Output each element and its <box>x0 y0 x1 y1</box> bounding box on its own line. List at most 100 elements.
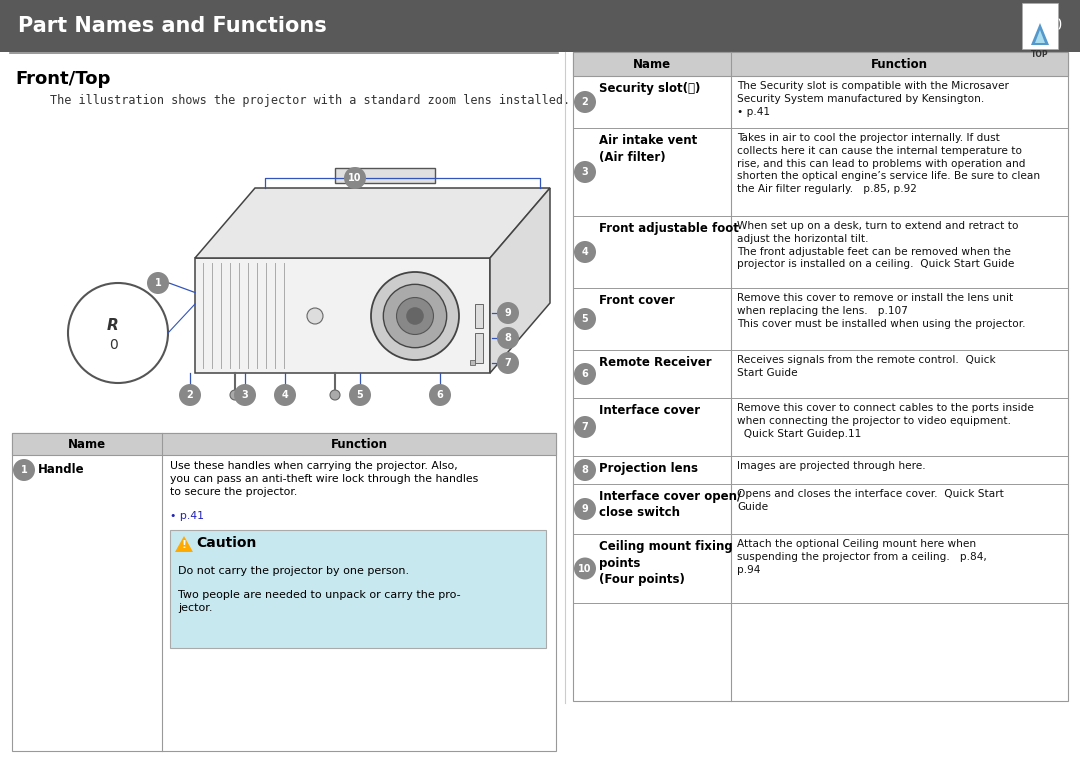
Circle shape <box>573 498 596 520</box>
Text: Two people are needed to unpack or carry the pro-
jector.: Two people are needed to unpack or carry… <box>178 590 461 613</box>
Circle shape <box>573 308 596 330</box>
Text: Images are projected through here.: Images are projected through here. <box>737 461 926 471</box>
Circle shape <box>497 327 519 349</box>
Text: Projection lens: Projection lens <box>599 462 698 475</box>
Text: Takes in air to cool the projector internally. If dust
collects here it can caus: Takes in air to cool the projector inter… <box>737 133 1040 195</box>
Circle shape <box>497 302 519 324</box>
Text: Remove this cover to connect cables to the ports inside
when connecting the proj: Remove this cover to connect cables to t… <box>737 403 1034 439</box>
Text: Function: Function <box>870 57 928 70</box>
Text: 2: 2 <box>187 390 193 400</box>
Polygon shape <box>1031 23 1049 45</box>
Polygon shape <box>490 188 550 373</box>
Circle shape <box>274 384 296 406</box>
Circle shape <box>13 459 35 481</box>
Bar <box>470 360 475 365</box>
Text: Do not carry the projector by one person.: Do not carry the projector by one person… <box>178 566 409 576</box>
Text: Security slot(Ⓢ): Security slot(Ⓢ) <box>599 82 700 95</box>
Text: Name: Name <box>633 57 671 70</box>
Text: 1: 1 <box>154 278 161 288</box>
Text: Interface cover: Interface cover <box>599 404 700 417</box>
Circle shape <box>349 384 372 406</box>
Circle shape <box>573 91 596 113</box>
Circle shape <box>406 307 423 325</box>
Text: 3: 3 <box>582 167 589 177</box>
Text: 8: 8 <box>504 333 512 343</box>
Text: Name: Name <box>68 437 106 450</box>
Bar <box>12 433 556 455</box>
Circle shape <box>330 390 340 400</box>
Circle shape <box>179 384 201 406</box>
Text: 10: 10 <box>348 173 362 183</box>
Text: 9: 9 <box>504 308 511 318</box>
Circle shape <box>372 272 459 360</box>
Text: The Security slot is compatible with the Microsaver
Security System manufactured: The Security slot is compatible with the… <box>737 81 1009 117</box>
Bar <box>335 168 435 183</box>
Text: Attach the optional Ceiling mount here when
suspending the projector from a ceil: Attach the optional Ceiling mount here w… <box>737 539 987 575</box>
Text: Receives signals from the remote control.  Quick
Start Guide: Receives signals from the remote control… <box>737 355 996 378</box>
Circle shape <box>383 285 447 348</box>
Text: • p.41: • p.41 <box>170 511 204 521</box>
Circle shape <box>396 298 433 334</box>
Circle shape <box>234 384 256 406</box>
Polygon shape <box>1035 30 1045 43</box>
Circle shape <box>147 272 168 294</box>
Circle shape <box>429 384 451 406</box>
Circle shape <box>573 558 596 580</box>
Text: 7: 7 <box>582 422 589 432</box>
Text: Front cover: Front cover <box>599 294 675 307</box>
Bar <box>475 304 483 328</box>
Text: 5: 5 <box>356 390 363 400</box>
Text: 9: 9 <box>582 504 589 514</box>
Circle shape <box>307 308 323 324</box>
Text: Opens and closes the interface cover.  Quick Start
Guide: Opens and closes the interface cover. Qu… <box>737 489 1004 512</box>
Text: Handle: Handle <box>38 463 84 476</box>
Polygon shape <box>195 188 550 258</box>
Bar <box>12 433 556 751</box>
Text: 6: 6 <box>582 369 589 379</box>
Bar <box>573 52 1068 76</box>
Text: The illustration shows the projector with a standard zoom lens installed.: The illustration shows the projector wit… <box>50 94 570 107</box>
Text: Air intake vent
(Air filter): Air intake vent (Air filter) <box>599 134 698 163</box>
Text: Front adjustable foot: Front adjustable foot <box>599 222 739 235</box>
Text: Ceiling mount fixing
points
(Four points): Ceiling mount fixing points (Four points… <box>599 540 732 586</box>
Text: Caution: Caution <box>195 536 256 550</box>
Text: 10: 10 <box>1043 18 1063 34</box>
Text: 8: 8 <box>581 465 589 475</box>
Text: 4: 4 <box>582 247 589 257</box>
Circle shape <box>573 459 596 481</box>
Polygon shape <box>175 536 193 552</box>
Bar <box>475 333 483 363</box>
Bar <box>170 530 546 648</box>
Text: 0: 0 <box>109 338 118 352</box>
Text: Remote Receiver: Remote Receiver <box>599 356 712 369</box>
Text: Interface cover open/
close switch: Interface cover open/ close switch <box>599 490 741 520</box>
Circle shape <box>573 161 596 183</box>
Text: 7: 7 <box>504 358 511 368</box>
Text: Part Names and Functions: Part Names and Functions <box>18 16 327 36</box>
Circle shape <box>573 363 596 385</box>
Text: 3: 3 <box>242 390 248 400</box>
Circle shape <box>573 241 596 263</box>
Text: Front/Top: Front/Top <box>15 70 110 88</box>
Text: R: R <box>107 317 119 333</box>
Circle shape <box>573 416 596 438</box>
Text: 6: 6 <box>436 390 444 400</box>
Text: 4: 4 <box>282 390 288 400</box>
Bar <box>1022 3 1058 49</box>
Text: When set up on a desk, turn to extend and retract to
adjust the horizontal tilt.: When set up on a desk, turn to extend an… <box>737 221 1018 269</box>
Circle shape <box>497 352 519 374</box>
Text: Function: Function <box>330 437 388 450</box>
Bar <box>195 258 490 373</box>
Text: 2: 2 <box>582 97 589 107</box>
Circle shape <box>68 283 168 383</box>
Circle shape <box>345 167 366 189</box>
Bar <box>573 52 1068 701</box>
Circle shape <box>230 390 240 400</box>
Text: Remove this cover to remove or install the lens unit
when replacing the lens.   : Remove this cover to remove or install t… <box>737 293 1026 329</box>
Text: !: ! <box>181 540 187 550</box>
Text: 10: 10 <box>578 564 592 574</box>
Bar <box>0 0 1080 52</box>
Text: TOP: TOP <box>1031 50 1049 59</box>
Text: Use these handles when carrying the projector. Also,
you can pass an anti-theft : Use these handles when carrying the proj… <box>170 461 478 497</box>
Text: 1: 1 <box>21 465 27 475</box>
